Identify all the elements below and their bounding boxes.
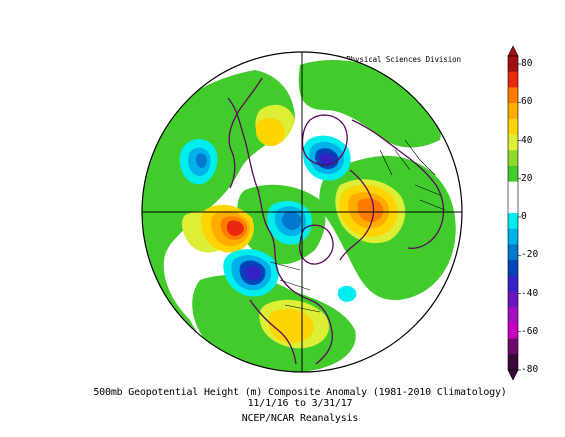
- colorbar-band: [508, 87, 518, 104]
- colorbar-tick-label: -40: [521, 287, 539, 299]
- colorbar-band: [508, 260, 518, 277]
- negative-central-inner: [282, 211, 302, 230]
- coast-hudson-bay: [299, 224, 334, 265]
- colorbar-band: [508, 150, 518, 167]
- positive-north-outer: [256, 118, 285, 146]
- positive-west-core: [227, 220, 244, 236]
- positive-south-outer: [268, 308, 314, 343]
- map-period: 11/1/16 to 3/31/17: [247, 398, 353, 409]
- colorbar-band: [508, 71, 518, 88]
- positive-east-inner: [357, 198, 384, 222]
- coast-europe: [339, 169, 375, 261]
- coast-eurasia: [351, 119, 445, 249]
- coastlines: [227, 77, 445, 365]
- colorbar-band: [508, 56, 518, 72]
- negative-small-east: [337, 285, 357, 302]
- colorbar-tick-label: 20: [521, 172, 533, 184]
- colorbar-frame: [507, 55, 519, 371]
- colorbar-band: [508, 338, 518, 355]
- colorbar-band: [508, 291, 518, 308]
- colorbar-tick-label: 80: [521, 58, 533, 69]
- colorbar-band: [508, 103, 518, 120]
- colorbar-tick-label: 60: [521, 96, 533, 108]
- colorbar-tick-label: 0: [521, 211, 527, 222]
- colorbar-band: [508, 118, 518, 135]
- colorbar-band: [508, 134, 518, 151]
- coast-greenland: [301, 114, 348, 166]
- colorbar-band: [508, 228, 518, 245]
- colorbar-band: [508, 244, 518, 261]
- negative-arctic-core: [320, 153, 335, 165]
- map-source: NCEP/NCAR Reanalysis: [241, 413, 359, 424]
- colorbar-band: [508, 307, 518, 324]
- negative-aleutian-core: [245, 265, 262, 280]
- colorbar-tick-label: -60: [521, 325, 539, 337]
- coast-central-america: [249, 299, 297, 365]
- border-lines-eurasia: [379, 139, 446, 211]
- colorbar-band: [508, 165, 518, 182]
- colorbar-band: [508, 181, 518, 198]
- green-zone-west: [142, 70, 295, 365]
- credit-label: NOAA/ESRL Physical Sciences Division: [302, 55, 461, 64]
- map-title: 500mb Geopotential Height (m) Composite …: [93, 387, 507, 398]
- colorbar: [507, 45, 521, 381]
- colorbar-band: [508, 275, 518, 292]
- coast-north-america: [227, 97, 333, 365]
- colorbar-tick-label: -20: [521, 249, 539, 261]
- colorbar-band: [508, 213, 518, 229]
- colorbar-tick-label: 40: [521, 134, 533, 146]
- colorbar-bottom-arrow: [507, 369, 519, 381]
- colorbar-band: [508, 322, 518, 339]
- colorbar-band: [508, 197, 518, 214]
- colorbar-band: [508, 354, 518, 371]
- colorbar-tick-label: -80: [521, 364, 539, 375]
- colorbar-top-arrow: [507, 45, 519, 57]
- map-boundary: [141, 51, 463, 373]
- coast-asia-east: [228, 77, 263, 189]
- negative-pacific-inner: [196, 153, 207, 168]
